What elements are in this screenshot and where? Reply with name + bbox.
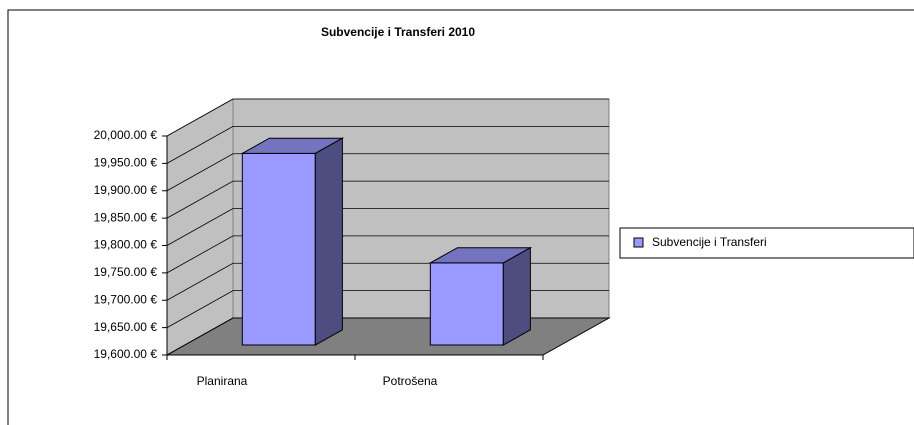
x-tick-label: Planirana: [197, 374, 248, 388]
bar-side: [314, 137, 343, 346]
grid-line: [166, 208, 609, 246]
y-tick-label: 19,850.00 €: [94, 210, 158, 224]
chart-border: [7, 9, 914, 425]
grid-line: [166, 98, 609, 137]
grid-line: [166, 180, 609, 219]
legend-label: Subvencije i Transferi: [652, 235, 767, 249]
y-tick-label: 19,650.00 €: [94, 320, 158, 334]
grid-line: [166, 235, 609, 274]
grid-line: [166, 125, 609, 164]
y-tick-label: 19,800.00 €: [94, 238, 158, 252]
y-tick-label: 19,700.00 €: [94, 292, 158, 306]
y-tick-label: 19,600.00 €: [94, 347, 158, 361]
y-tick-label: 20,000.00 €: [94, 128, 158, 142]
y-tick-label: 19,750.00 €: [94, 265, 158, 279]
bar-front: [241, 152, 316, 346]
y-tick-label: 19,950.00 €: [94, 156, 158, 170]
chart-title: Subvencije i Transferi 2010: [321, 25, 475, 39]
legend-swatch: [633, 237, 644, 248]
legend-box: [619, 227, 914, 259]
grid-line: [166, 153, 609, 192]
floor: [165, 317, 611, 356]
x-tick-label: Potrošena: [383, 374, 438, 388]
y-tick-label: 19,900.00 €: [94, 183, 158, 197]
bar-side: [502, 246, 531, 346]
bar-front: [429, 262, 504, 346]
